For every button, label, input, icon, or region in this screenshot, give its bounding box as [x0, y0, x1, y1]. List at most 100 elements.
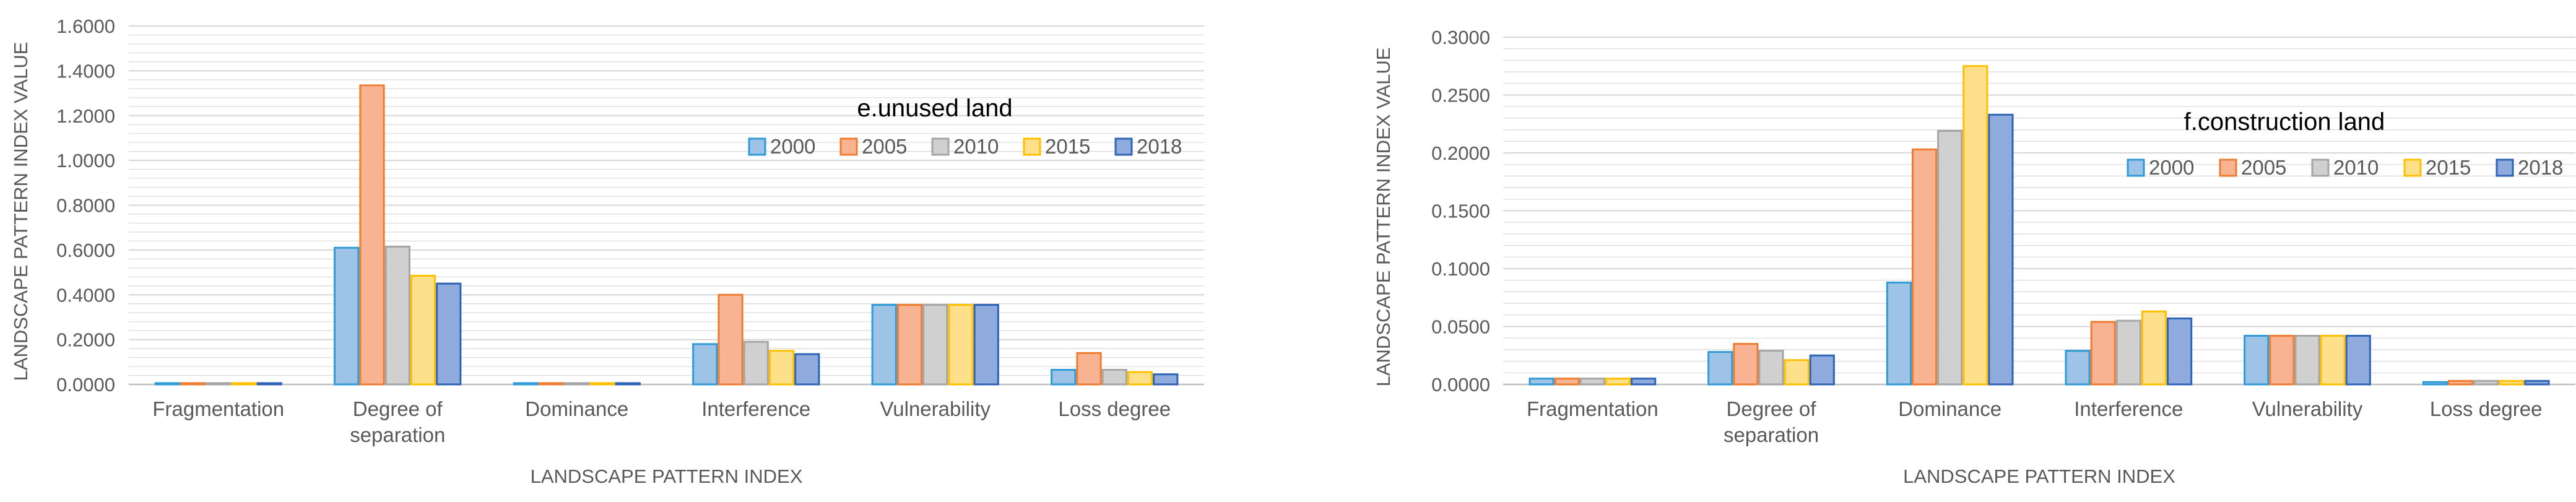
legend-label-2000: 2000: [2149, 156, 2194, 179]
legend-swatch-2015: [2403, 158, 2422, 177]
y-tick-label: 0.2000: [1431, 142, 1490, 164]
legend-swatch-2010: [931, 137, 950, 156]
y-tick-label: 0.6000: [56, 240, 115, 261]
x-tick-label: Loss degree: [2430, 397, 2543, 420]
bar-2010-2: [1937, 129, 1963, 386]
y-tick-label: 0.8000: [56, 195, 115, 217]
bar-2010-4: [922, 304, 948, 386]
x-tick-label: Degree of separation: [350, 397, 445, 446]
x-tick-label: Dominance: [525, 397, 628, 420]
bar-2000-3: [692, 343, 718, 386]
bar-2018-5: [2524, 379, 2550, 386]
bar-2000-5: [2422, 381, 2448, 386]
bar-2015-2: [1962, 65, 1988, 386]
bar-2005-5: [1076, 352, 1102, 386]
bar-2005-5: [2447, 379, 2474, 386]
x-tick-label: Vulnerability: [880, 397, 991, 420]
y-tick-label: 0.4000: [56, 284, 115, 306]
bar-2015-4: [948, 304, 974, 386]
bar-2018-0: [256, 382, 282, 386]
bar-2010-3: [743, 340, 769, 386]
x-tick-label: Loss degree: [1058, 397, 1171, 420]
y-tick-label: 0.2500: [1431, 85, 1490, 106]
bar-2018-4: [973, 304, 999, 386]
x-tick-label: Fragmentation: [1527, 397, 1659, 420]
bar-2015-3: [768, 350, 795, 386]
bar-2005-4: [896, 304, 923, 386]
y-tick-label: 1.6000: [56, 15, 115, 37]
x-tick-label: Fragmentation: [152, 397, 284, 420]
bar-2018-3: [794, 353, 820, 386]
bar-2010-5: [1101, 368, 1127, 386]
legend-label-2018: 2018: [1137, 135, 1182, 158]
legend-swatch-2000: [748, 137, 766, 156]
x-tick-label: Vulnerability: [2252, 397, 2363, 420]
bar-2005-1: [359, 84, 385, 386]
bar-2010-4: [2294, 334, 2320, 386]
bar-2018-1: [1809, 354, 1835, 386]
bar-2010-2: [564, 382, 590, 386]
bar-2000-2: [513, 382, 539, 386]
chart-0: 0.0000 0.2000 0.4000 0.6000 0.8000 1.0000 1.20…: [10, 15, 1204, 487]
bar-2010-0: [1579, 378, 1605, 386]
legend-label-2010: 2010: [2333, 156, 2379, 179]
y-axis-title: LANDSCAPE PATTERN INDEX VALUE: [1373, 48, 1394, 387]
bar-2005-3: [718, 293, 744, 386]
legend-swatch-2000: [2127, 158, 2145, 177]
bar-2015-5: [2499, 379, 2525, 386]
bar-2010-3: [2115, 319, 2141, 386]
bar-2018-1: [436, 282, 462, 386]
bar-2010-1: [1758, 350, 1784, 386]
bar-2010-0: [206, 382, 232, 386]
legend-label-2015: 2015: [1045, 135, 1090, 158]
bar-2005-0: [180, 382, 206, 386]
legend-swatch-2005: [839, 137, 858, 156]
bar-2000-4: [871, 304, 897, 386]
y-axis-title: LANDSCAPE PATTERN INDEX VALUE: [10, 42, 32, 381]
bar-2005-1: [1733, 343, 1759, 386]
bar-2015-0: [1605, 378, 1631, 386]
x-axis-title: LANDSCAPE PATTERN INDEX: [531, 465, 803, 487]
y-tick-label: 0.2000: [56, 329, 115, 351]
bar-2005-2: [538, 382, 565, 386]
y-tick-label: 1.2000: [56, 105, 115, 127]
y-tick-label: 0.3000: [1431, 27, 1490, 48]
bar-2015-1: [410, 274, 436, 386]
legend-label-2018: 2018: [2518, 156, 2563, 179]
bar-2018-3: [2167, 317, 2193, 386]
bar-2005-3: [2090, 321, 2116, 386]
bar-2000-4: [2244, 334, 2270, 386]
y-tick-label: 0.1000: [1431, 258, 1490, 280]
bar-2000-1: [1707, 351, 1733, 386]
bar-2010-5: [2473, 379, 2499, 386]
y-tick-label: 0.0500: [1431, 316, 1490, 338]
legend-swatch-2018: [2496, 158, 2514, 177]
bar-2018-2: [1988, 113, 2014, 386]
bar-2000-0: [154, 382, 180, 386]
bar-2015-1: [1784, 359, 1810, 386]
bar-2000-0: [1529, 378, 1555, 386]
bar-2015-5: [1127, 371, 1153, 386]
x-axis-title: LANDSCAPE PATTERN INDEX: [1903, 465, 2175, 487]
bar-2000-2: [1886, 281, 1912, 386]
bar-2010-1: [384, 245, 410, 386]
legend-label-2005: 2005: [862, 135, 907, 158]
legend-swatch-2005: [2219, 158, 2237, 177]
chart-annotation: e.unused land: [857, 95, 1012, 122]
bar-2015-0: [231, 382, 257, 386]
x-tick-label: Degree of separation: [1724, 397, 1819, 446]
bar-2018-4: [2345, 334, 2371, 386]
chart-annotation: f.construction land: [2184, 108, 2385, 136]
bar-2018-5: [1153, 373, 1179, 386]
legend-label-2005: 2005: [2241, 156, 2286, 179]
bar-2000-1: [334, 246, 360, 386]
y-tick-label: 0.1500: [1431, 201, 1490, 222]
chart-1: 0.0000 0.0500 0.1000 0.1500 0.2000 0.2500 0.30…: [1373, 27, 2575, 487]
y-tick-label: 1.0000: [56, 150, 115, 171]
legend-swatch-2015: [1023, 137, 1041, 156]
bar-2015-2: [589, 382, 615, 386]
legend-swatch-2010: [2311, 158, 2330, 177]
legend-label-2000: 2000: [770, 135, 815, 158]
bar-2005-4: [2269, 334, 2295, 386]
